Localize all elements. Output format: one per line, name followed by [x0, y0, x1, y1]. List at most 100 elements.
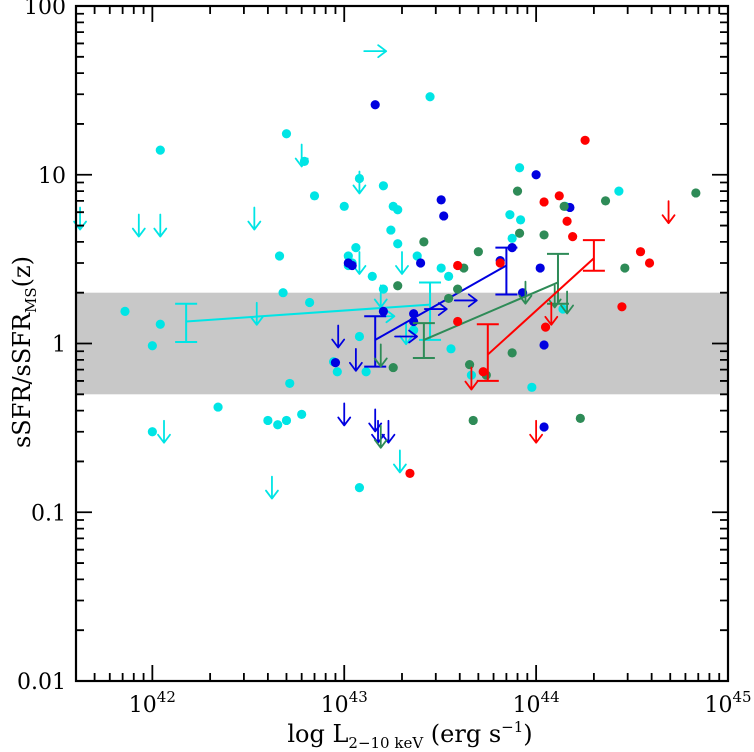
upper-limit-arrow: [560, 290, 574, 315]
series-3: [405, 135, 676, 478]
data-point: [155, 319, 165, 329]
upper-limit-arrow: [395, 251, 409, 275]
data-point: [393, 281, 403, 291]
upper-limit-arrow: [368, 408, 383, 433]
upper-limit-arrow: [337, 402, 352, 427]
data-point: [512, 186, 523, 196]
data-point: [562, 216, 572, 226]
data-point: [580, 135, 590, 145]
upper-limit-arrow: [352, 170, 367, 195]
data-point: [478, 367, 488, 377]
data-point: [436, 195, 446, 205]
data-point: [281, 129, 292, 139]
data-point: [388, 362, 398, 373]
data-point: [409, 309, 419, 319]
x-tick-label: 1045: [704, 688, 751, 718]
plot-frame-layer: [74, 4, 730, 683]
upper-limit-arrow: [373, 424, 388, 449]
data-point: [354, 482, 365, 493]
data-point: [568, 232, 578, 242]
data-point: [370, 100, 380, 110]
data-point: [378, 181, 389, 191]
data-point: [309, 191, 320, 201]
data-point: [439, 211, 449, 221]
data-point: [540, 322, 551, 332]
data-point: [297, 409, 307, 420]
upper-limit-arrow: [373, 284, 388, 309]
data-point: [617, 302, 627, 312]
upper-limit-arrow: [131, 213, 146, 238]
data-point: [273, 420, 283, 430]
axis-ticks: [75, 6, 728, 682]
upper-limit-arrow: [464, 366, 479, 391]
upper-limit-arrow: [371, 419, 385, 444]
data-point: [278, 288, 288, 298]
data-point: [425, 92, 435, 102]
data-point: [354, 331, 365, 342]
data-point: [495, 258, 505, 268]
data-point: [393, 239, 403, 249]
y-tick-label: 0.1: [31, 501, 66, 526]
data-point: [120, 306, 130, 316]
data-point: [535, 263, 545, 273]
data-point: [351, 243, 361, 253]
error-bar: [412, 322, 435, 360]
data-point: [507, 233, 517, 243]
upper-limit-arrow: [249, 301, 264, 326]
series-0: [73, 44, 624, 500]
trend-line: [374, 264, 507, 341]
trend-line: [487, 257, 595, 356]
data-point: [575, 413, 585, 423]
y-tick-label: 1: [52, 333, 66, 358]
lower-limit-arrow: [363, 44, 388, 59]
lower-limit-arrow: [453, 293, 478, 308]
upper-limit-arrow: [157, 419, 171, 444]
upper-limit-arrow: [544, 301, 559, 326]
data-point: [539, 197, 549, 207]
data-point: [473, 247, 483, 257]
data-point: [600, 196, 611, 206]
upper-limit-arrow: [399, 321, 413, 346]
data-point: [274, 251, 285, 261]
data-point: [285, 378, 295, 389]
upper-limit-arrow: [392, 449, 407, 474]
trend-line: [186, 303, 431, 323]
data-point: [515, 215, 526, 225]
data-point: [332, 367, 342, 377]
data-point: [419, 237, 429, 247]
data-point: [281, 415, 292, 426]
data-point: [446, 344, 456, 354]
data-point: [436, 263, 446, 273]
data-point: [147, 427, 157, 437]
x-axis-label: log L2−10 keV (erg s−1): [287, 718, 532, 752]
data-marks-layer: [73, 44, 701, 500]
upper-limit-arrow: [373, 343, 388, 368]
data-point: [361, 367, 371, 377]
y-tick-label: 0.01: [17, 670, 66, 695]
data-point: [412, 251, 422, 261]
data-point: [415, 258, 426, 268]
upper-limit-arrow: [661, 200, 676, 225]
data-point: [305, 297, 315, 308]
main-sequence-band: [76, 292, 728, 395]
data-point: [386, 225, 396, 235]
upper-limit-arrow: [331, 324, 346, 349]
upper-limit-arrow: [294, 143, 309, 168]
data-point: [554, 191, 564, 201]
data-point: [339, 201, 349, 211]
data-point: [453, 284, 463, 294]
data-point: [507, 243, 517, 253]
data-point: [444, 271, 454, 281]
y-tick-label: 100: [24, 0, 66, 20]
x-tick-label: 1042: [129, 688, 176, 718]
data-point: [393, 205, 403, 215]
data-point: [409, 316, 419, 327]
data-point: [367, 271, 377, 281]
error-bar: [582, 239, 605, 272]
main-sequence-band-layer: [76, 292, 728, 395]
upper-limit-arrow: [518, 280, 533, 305]
data-point: [468, 415, 478, 426]
data-point: [531, 170, 541, 180]
data-point: [514, 163, 525, 173]
